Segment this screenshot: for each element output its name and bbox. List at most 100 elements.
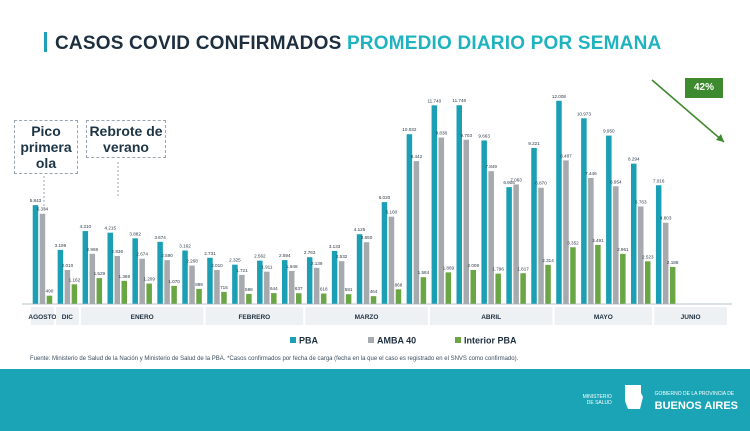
bar-interior-pba [171, 285, 177, 304]
data-label: 5.763 [635, 199, 647, 204]
bar-amba-40 [488, 171, 494, 304]
bar-amba-40 [89, 253, 96, 304]
ministry-label: MINISTERIO DE SALUD [582, 393, 612, 406]
bar-pba [57, 249, 64, 304]
bar-interior-pba [395, 289, 402, 304]
data-label: 644 [270, 286, 278, 291]
data-label: 6.954 [610, 179, 622, 184]
bar-interior-pba [71, 284, 78, 304]
data-label: 637 [295, 286, 303, 291]
data-label: 1.369 [119, 274, 131, 279]
bar-pba [581, 118, 587, 305]
month-box [429, 307, 553, 325]
bar-interior-pba [370, 296, 377, 304]
data-label: 8.487 [560, 153, 572, 158]
data-label: 464 [370, 289, 378, 294]
bar-amba-40 [114, 256, 120, 304]
data-label: 2.009 [468, 263, 480, 268]
data-label: 3.674 [154, 235, 166, 240]
data-label: 2.836 [112, 249, 124, 254]
data-label: 3.199 [55, 243, 67, 248]
source-note: Fuente: Ministerio de Salud de la Nación… [30, 356, 519, 362]
bar-interior-pba [545, 264, 551, 304]
bar-amba-40 [613, 186, 619, 304]
data-label: 2.139 [311, 261, 323, 266]
bar-amba-40 [39, 213, 46, 304]
bar-amba-40 [563, 160, 569, 304]
data-label: 3.491 [592, 238, 604, 243]
bar-amba-40 [662, 222, 669, 304]
bar-pba [82, 231, 89, 304]
bar-pba [631, 163, 637, 304]
bar-amba-40 [214, 269, 220, 304]
data-label: 5.843 [30, 198, 42, 203]
bar-interior-pba [470, 270, 476, 304]
province-label: BUENOS AIRES [654, 399, 738, 412]
data-label: 9.221 [528, 141, 540, 146]
bar-amba-40 [64, 269, 71, 304]
bar-amba-40 [189, 265, 195, 304]
data-label: 2.010 [62, 263, 74, 268]
data-label: 3.162 [179, 243, 191, 248]
bar-amba-40 [264, 271, 270, 304]
bar-pba [381, 202, 388, 304]
bar-pba [207, 257, 213, 304]
month-box [654, 307, 727, 325]
data-label: 1.162 [69, 277, 81, 282]
data-label: 4.310 [80, 224, 92, 229]
bar-interior-pba [570, 247, 576, 304]
legend-label: AMBA 40 [377, 336, 416, 346]
data-label: 7.016 [653, 178, 665, 183]
data-label: 3.352 [567, 240, 579, 245]
title-sub: PROMEDIO DIARIO POR SEMANA [346, 33, 662, 54]
data-label: 12.008 [552, 94, 566, 99]
bar-interior-pba [669, 266, 676, 304]
data-label: 8.294 [628, 157, 640, 162]
data-label: 2.594 [279, 253, 291, 258]
data-label: 7.849 [485, 164, 497, 169]
data-label: 1.209 [143, 277, 155, 282]
data-label: 4.215 [105, 226, 117, 231]
bar-amba-40 [588, 177, 594, 304]
bar-amba-40 [164, 260, 170, 304]
trend-arrow-head [716, 134, 724, 142]
bar-pba [107, 232, 113, 304]
data-label: 715 [220, 285, 228, 290]
data-label: 6.905 [503, 180, 515, 185]
data-label: 2.562 [254, 254, 266, 259]
data-label: 9.663 [478, 133, 490, 138]
month-label: ENERO [131, 314, 154, 321]
bar-pba [157, 241, 163, 304]
bar-interior-pba [146, 283, 152, 304]
legend-swatch [455, 337, 461, 343]
month-box [554, 307, 653, 325]
data-label: 1.817 [517, 266, 529, 271]
data-label: 11.746 [452, 98, 466, 103]
data-label: 8.442 [411, 154, 423, 159]
data-label: 1.070 [168, 279, 180, 284]
bar-interior-pba [645, 261, 651, 304]
data-label: 1.948 [286, 264, 298, 269]
trend-arrow [651, 79, 725, 143]
data-label: 1.796 [492, 267, 504, 272]
data-label: 490 [46, 289, 54, 294]
data-label: 618 [320, 287, 328, 292]
legend-swatch [290, 337, 296, 343]
bar-pba [431, 105, 438, 304]
data-label: 7.063 [510, 177, 522, 182]
bar-amba-40 [239, 274, 245, 304]
bar-pba [606, 135, 612, 304]
bar-amba-40 [338, 261, 345, 304]
bar-chart: 5.843 5.334 490 3.199 2.010 1.162 4.310 2.969 1.… [22, 79, 732, 346]
data-label: 2.969 [87, 247, 99, 252]
bar-pba [356, 234, 363, 304]
data-label: 2.731 [204, 251, 216, 256]
data-label: 2.763 [304, 250, 316, 255]
data-label: 2.325 [229, 258, 241, 263]
month-label: JUNIO [681, 314, 701, 321]
data-label: 2.314 [542, 258, 554, 263]
data-label: 9.950 [603, 129, 615, 134]
bar-pba [406, 134, 413, 304]
data-label: 1.529 [94, 271, 106, 276]
bar-amba-40 [513, 184, 519, 304]
